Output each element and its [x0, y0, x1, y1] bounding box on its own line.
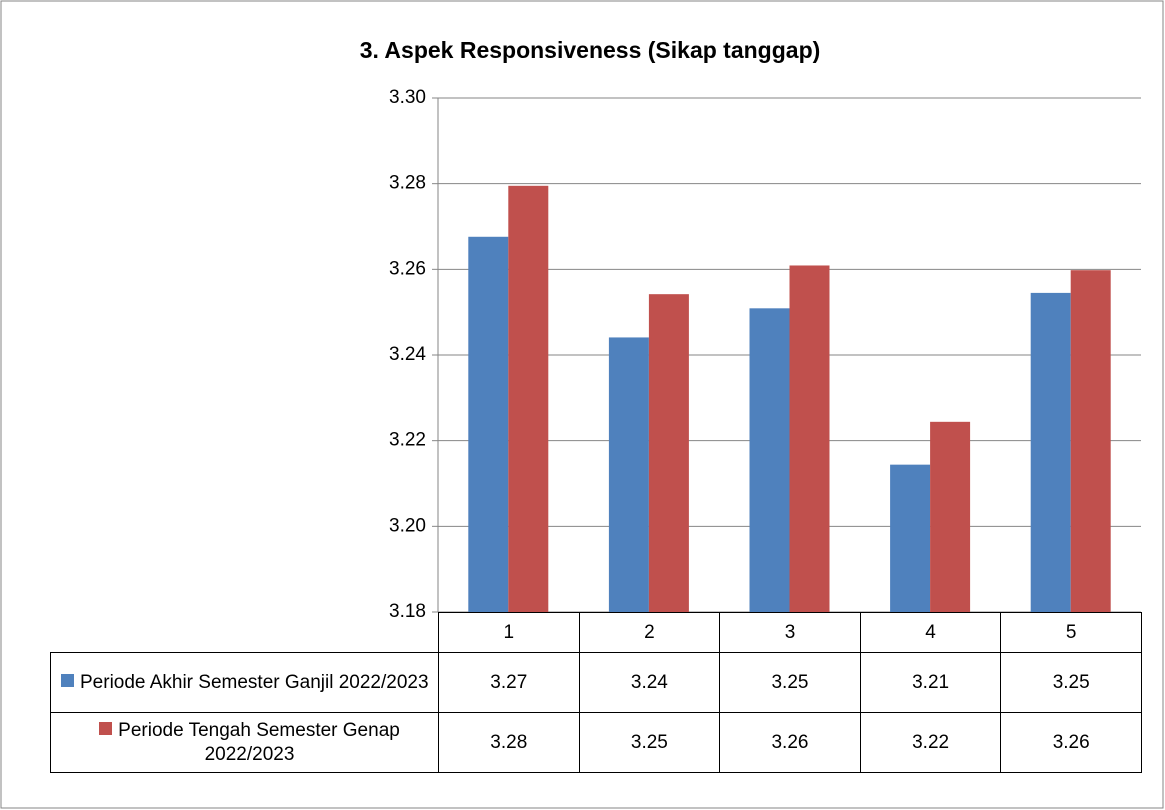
- legend-text: Periode Tengah Semester Genap 2022/2023: [61, 719, 438, 767]
- data-label: 3.25: [1000, 652, 1142, 713]
- bar: [930, 421, 971, 612]
- bar: [789, 265, 830, 612]
- legend-label: Periode Tengah Semester Genap 2022/2023: [118, 719, 400, 765]
- bar: [648, 294, 689, 612]
- y-tick-label: 3.22: [389, 430, 426, 451]
- data-label: 3.25: [578, 712, 721, 773]
- bar: [890, 464, 931, 612]
- x-tick-label: 2: [578, 612, 721, 653]
- bar: [1070, 270, 1111, 612]
- y-tick-label: 3.20: [389, 515, 426, 536]
- bar: [508, 185, 549, 612]
- bar: [608, 337, 649, 612]
- x-tick-label: 3: [719, 612, 861, 653]
- legend-swatch: [61, 673, 74, 687]
- legend-text: Periode Akhir Semester Ganjil 2022/2023: [61, 671, 429, 695]
- data-label: 3.26: [1000, 712, 1142, 773]
- x-tick-label: 4: [859, 612, 1002, 653]
- data-label: 3.25: [719, 652, 861, 713]
- legend-entry: Periode Tengah Semester Genap 2022/2023: [50, 712, 439, 773]
- data-label: 3.28: [438, 712, 580, 773]
- bar: [468, 236, 509, 612]
- y-tick-label: 3.28: [389, 173, 426, 194]
- x-tick-label: 5: [1000, 612, 1142, 653]
- data-label: 3.21: [859, 652, 1002, 713]
- y-tick-label: 3.18: [389, 601, 426, 622]
- legend-entry: Periode Akhir Semester Ganjil 2022/2023: [50, 652, 439, 713]
- bar: [749, 308, 790, 612]
- data-label: 3.27: [438, 652, 580, 713]
- y-tick-label: 3.30: [389, 87, 426, 108]
- y-tick-label: 3.24: [389, 344, 426, 365]
- y-tick-label: 3.26: [389, 258, 426, 279]
- bar: [1030, 292, 1071, 612]
- x-tick-label: 1: [438, 612, 580, 653]
- data-label: 3.22: [859, 712, 1002, 773]
- legend-label: Periode Akhir Semester Ganjil 2022/2023: [80, 671, 429, 693]
- chart-title: 3. Aspek Responsiveness (Sikap tanggap): [360, 37, 821, 63]
- data-label: 3.26: [719, 712, 861, 773]
- legend-swatch: [99, 721, 113, 735]
- data-label: 3.24: [578, 652, 721, 713]
